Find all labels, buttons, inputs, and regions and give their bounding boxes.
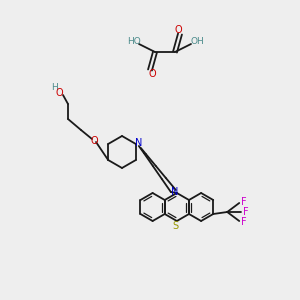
Text: F: F — [242, 217, 247, 227]
Text: S: S — [173, 221, 179, 231]
Text: H: H — [52, 83, 58, 92]
Text: O: O — [148, 69, 156, 79]
Text: O: O — [174, 25, 182, 35]
Text: F: F — [242, 197, 247, 207]
Text: OH: OH — [190, 38, 204, 46]
Text: N: N — [171, 187, 178, 197]
Text: O: O — [90, 136, 98, 146]
Text: O: O — [55, 88, 63, 98]
Text: N: N — [135, 138, 142, 148]
Text: HO: HO — [127, 38, 141, 46]
Text: F: F — [243, 207, 249, 217]
